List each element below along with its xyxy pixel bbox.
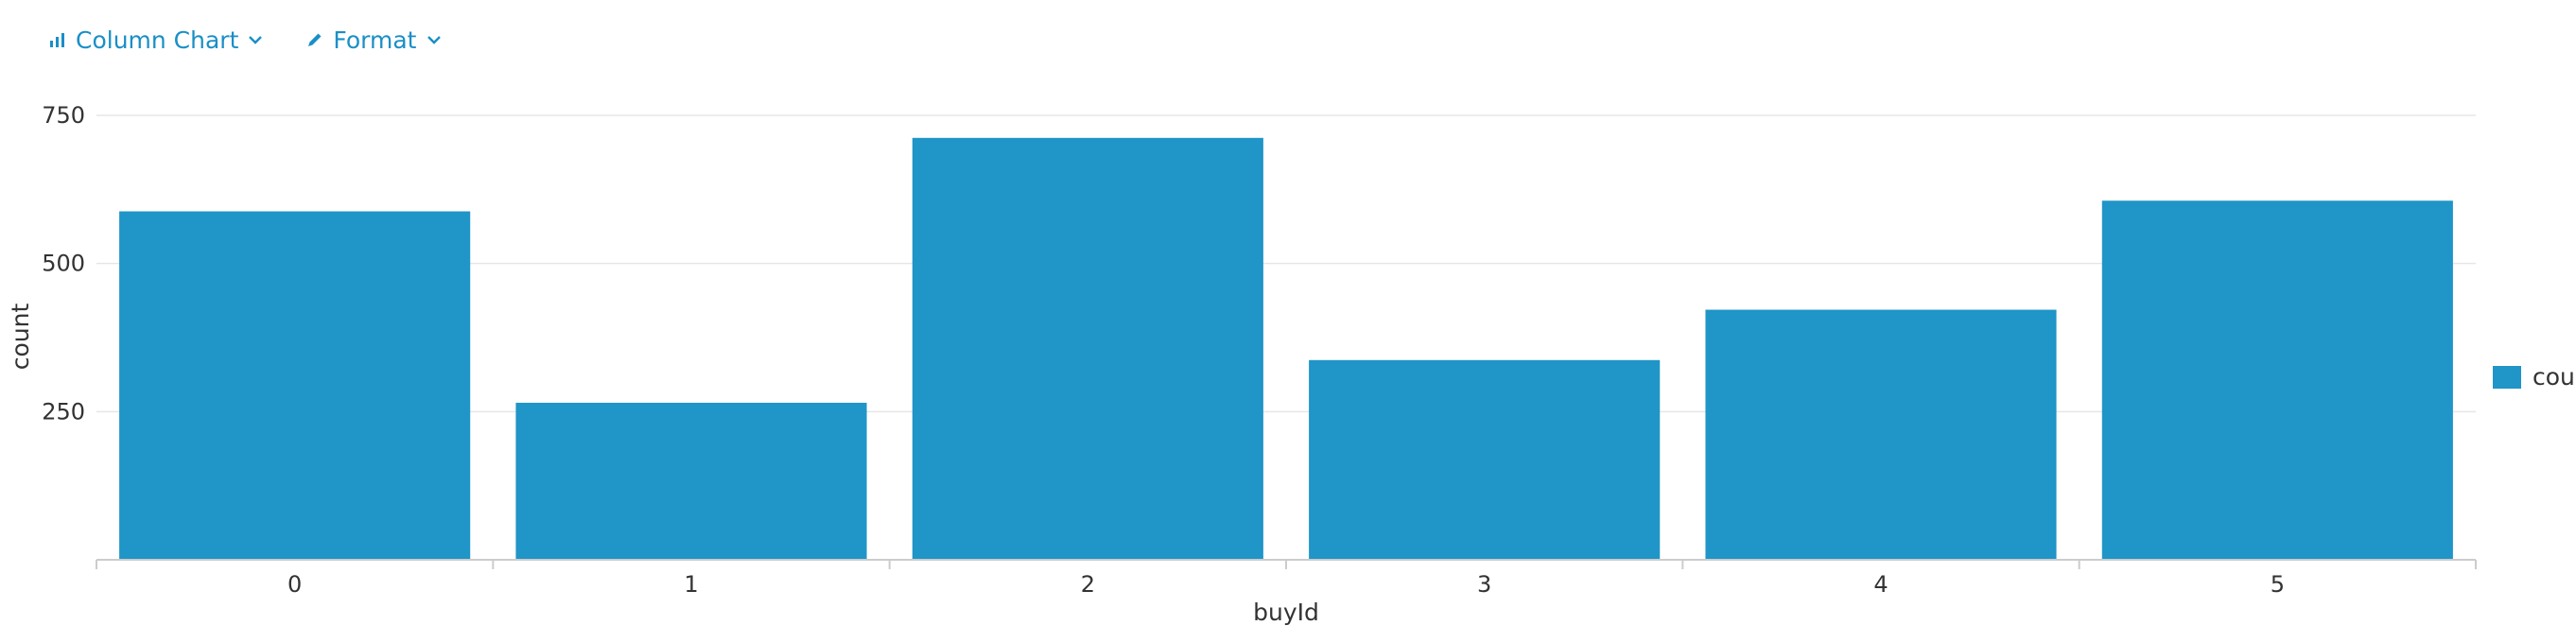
format-label: Format xyxy=(333,26,417,54)
y-axis-title: count xyxy=(7,304,34,371)
y-tick-label: 250 xyxy=(42,398,85,425)
x-axis-title: buyId xyxy=(1253,599,1319,626)
x-tick-label: 0 xyxy=(287,571,302,598)
chart-type-label: Column Chart xyxy=(76,26,239,54)
legend[interactable]: cou xyxy=(2493,363,2575,391)
legend-label: cou xyxy=(2532,363,2575,391)
bar-4[interactable] xyxy=(1705,309,2057,560)
chevron-down-icon xyxy=(249,36,263,44)
bar-3[interactable] xyxy=(1309,359,1661,560)
chart-type-button[interactable]: Column Chart xyxy=(49,26,263,54)
bar-0[interactable] xyxy=(119,211,471,560)
bar-2[interactable] xyxy=(912,137,1263,560)
bar-chart-icon xyxy=(50,33,64,47)
legend-swatch xyxy=(2493,365,2521,389)
x-tick-label: 5 xyxy=(2271,571,2285,598)
axes: 250 500 750 0 1 2 3 4 5 xyxy=(42,102,2477,598)
x-tick-label: 2 xyxy=(1081,571,1095,598)
y-tick-label: 750 xyxy=(42,102,85,129)
bar-1[interactable] xyxy=(515,402,867,560)
chart-toolbar: Column Chart Format xyxy=(49,21,442,59)
format-button[interactable]: Format xyxy=(306,26,441,54)
x-tick-label: 4 xyxy=(1873,571,1888,598)
chevron-down-icon xyxy=(426,36,441,44)
pencil-icon xyxy=(308,33,322,46)
y-tick-label: 500 xyxy=(42,251,85,277)
x-tick-label: 3 xyxy=(1477,571,1491,598)
bar-5[interactable] xyxy=(2101,200,2453,561)
bars xyxy=(119,137,2453,561)
gridlines xyxy=(96,114,2476,413)
x-tick-label: 1 xyxy=(684,571,698,598)
